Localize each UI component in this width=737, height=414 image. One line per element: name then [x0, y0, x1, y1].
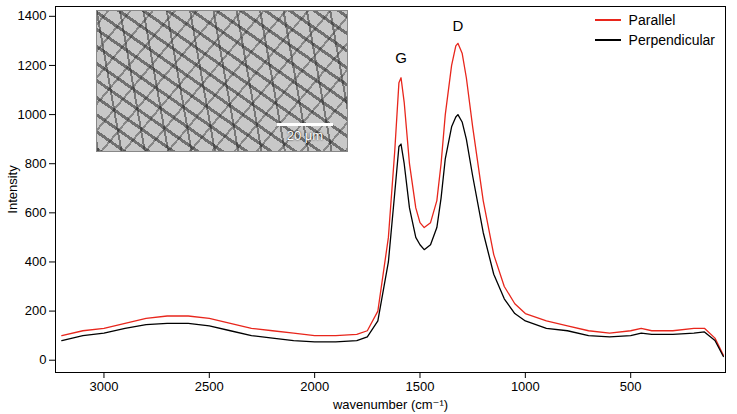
svg-text:2000: 2000 — [300, 379, 329, 394]
svg-text:1500: 1500 — [406, 379, 435, 394]
svg-text:1200: 1200 — [18, 58, 47, 73]
html-text:Perpendicular: Perpendicular — [628, 32, 715, 48]
svg-text:500: 500 — [620, 379, 642, 394]
svg-text:G: G — [395, 49, 407, 66]
svg-text:3000: 3000 — [89, 379, 118, 394]
html-text:Parallel: Parallel — [628, 12, 676, 28]
svg-text:400: 400 — [25, 254, 47, 269]
svg-text:200: 200 — [25, 303, 47, 318]
svg-text:2500: 2500 — [195, 379, 224, 394]
svg-text:wavenumber (cm⁻¹): wavenumber (cm⁻¹) — [332, 397, 448, 412]
svg-text:1400: 1400 — [18, 8, 47, 23]
svg-text:1000: 1000 — [18, 107, 47, 122]
svg-text:0: 0 — [39, 352, 46, 367]
svg-text:D: D — [452, 17, 463, 34]
html-text:20 μm: 20 μm — [286, 128, 324, 143]
svg-text:Intensity: Intensity — [5, 165, 20, 214]
svg-text:1000: 1000 — [511, 379, 540, 394]
svg-text:800: 800 — [25, 156, 47, 171]
svg-text:600: 600 — [25, 205, 47, 220]
